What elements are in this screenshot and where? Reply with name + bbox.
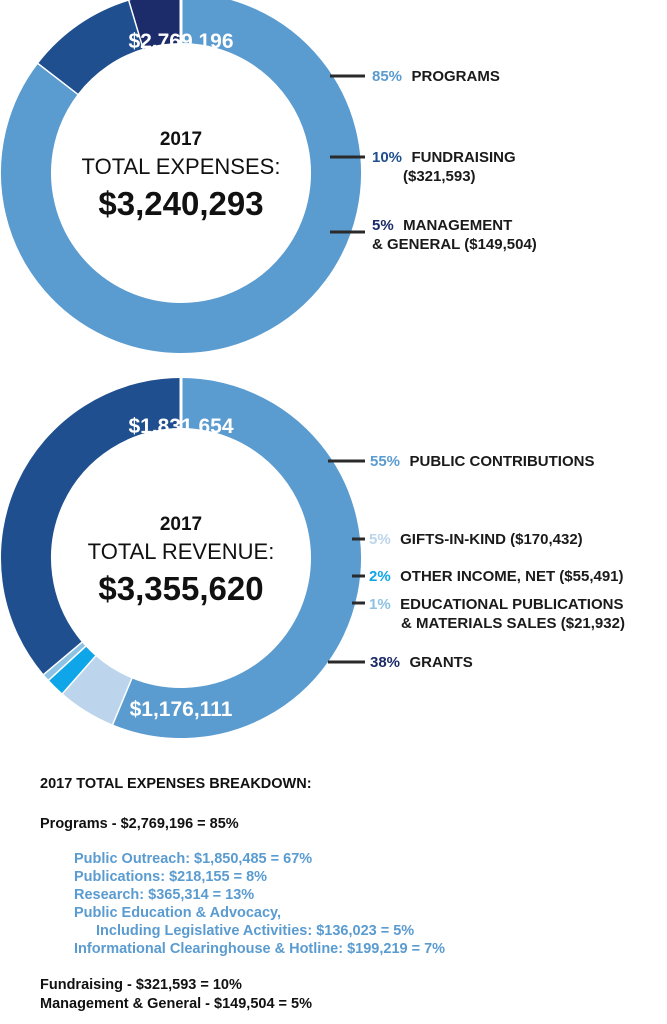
slice-grants — [1, 378, 182, 674]
breakdown-title: 2017 TOTAL EXPENSES BREAKDOWN: — [40, 776, 312, 792]
legend-programs: 85% PROGRAMS — [372, 68, 500, 85]
breakdown-programs: Programs - $2,769,196 = 85% — [40, 816, 239, 832]
legend-programs-label: PROGRAMS — [411, 68, 499, 85]
legend-gifts-in-kind-label: GIFTS-IN-KIND ($170,432) — [400, 531, 583, 548]
expenses-breakdown: 2017 TOTAL EXPENSES BREAKDOWN: Programs … — [40, 776, 650, 1014]
slice-separator — [36, 61, 80, 96]
breakdown-legislative: Including Legislative Activities: $136,0… — [96, 923, 415, 939]
legend-grants: 38% GRANTS — [370, 654, 473, 671]
legend-management-label: MANAGEMENT — [403, 217, 512, 234]
slice-separator — [60, 653, 97, 695]
slice-separator — [110, 676, 133, 726]
slice-fundraising — [38, 0, 145, 95]
legend-educational-publications: 1% EDUCATIONAL PUBLICATIONS — [369, 596, 623, 613]
revenue-leaders — [328, 459, 365, 664]
legend-public-contributions-percent: 55% — [370, 453, 400, 470]
breakdown-fundraising: Fundraising - $321,593 = 10% — [40, 977, 242, 993]
expenses-donut-chart: 2017 TOTAL EXPENSES: $3,240,293 $2,769,1… — [1, 0, 537, 353]
legend-grants-percent: 38% — [370, 654, 400, 671]
breakdown-management: Management & General - $149,504 = 5% — [40, 996, 313, 1012]
legend-fundraising: 10% FUNDRAISING — [372, 149, 516, 166]
slice-public-contributions — [112, 378, 361, 738]
legend-gifts-in-kind: 5% GIFTS-IN-KIND ($170,432) — [369, 531, 583, 548]
programs-amount-label: $2,769,196 — [128, 30, 233, 53]
legend-educational-publications-percent: 1% — [369, 596, 391, 613]
expenses-year: 2017 — [160, 129, 202, 150]
breakdown-program-details: Public Outreach: $1,850,485 = 67% Public… — [74, 850, 650, 958]
breakdown-public-outreach: Public Outreach: $1,850,485 = 67% — [74, 851, 313, 867]
legend-management-amount: & GENERAL ($149,504) — [372, 236, 537, 253]
legend-grants-label: GRANTS — [409, 654, 472, 671]
grants-amount-label: $1,176,111 — [130, 698, 233, 721]
revenue-total-value: $3,355,620 — [98, 570, 263, 607]
legend-fundraising-amount: ($321,593) — [403, 168, 476, 185]
slice-programs — [1, 0, 361, 353]
revenue-slices — [1, 377, 361, 738]
legend-other-income: 2% OTHER INCOME, NET ($55,491) — [369, 568, 624, 585]
legend-programs-percent: 85% — [372, 68, 402, 85]
breakdown-publications: Publications: $218,155 = 8% — [74, 869, 268, 885]
revenue-total-label: TOTAL REVENUE: — [88, 539, 275, 564]
breakdown-other-expenses: Fundraising - $321,593 = 10% Management … — [40, 976, 650, 1014]
expenses-slices — [1, 0, 361, 353]
legend-educational-publications-label: EDUCATIONAL PUBLICATIONS — [400, 596, 623, 613]
public-contributions-amount-label: $1,831,654 — [128, 415, 233, 438]
legend-fundraising-label: FUNDRAISING — [411, 149, 515, 166]
legend-management-percent: 5% — [372, 217, 394, 234]
slice-separator — [41, 639, 84, 676]
legend-other-income-percent: 2% — [369, 568, 391, 585]
expenses-total-value: $3,240,293 — [98, 185, 263, 222]
slice-other-income — [48, 645, 96, 694]
breakdown-public-education: Public Education & Advocacy, — [74, 905, 282, 921]
breakdown-research: Research: $365,314 = 13% — [74, 887, 255, 903]
expenses-total-label: TOTAL EXPENSES: — [82, 154, 281, 179]
legend-other-income-label: OTHER INCOME, NET ($55,491) — [400, 568, 623, 585]
legend-public-contributions-label: PUBLIC CONTRIBUTIONS — [409, 453, 594, 470]
breakdown-clearinghouse: Informational Clearinghouse & Hotline: $… — [74, 941, 446, 957]
legend-gifts-in-kind-percent: 5% — [369, 531, 391, 548]
revenue-donut-chart: 2017 TOTAL REVENUE: $3,355,620 $1,831,65… — [1, 377, 625, 738]
slice-gifts-in-kind — [61, 655, 132, 725]
revenue-year: 2017 — [160, 514, 202, 535]
legend-public-contributions: 55% PUBLIC CONTRIBUTIONS — [370, 453, 594, 470]
legend-educational-publications-amount: & MATERIALS SALES ($21,932) — [401, 615, 625, 632]
legend-fundraising-percent: 10% — [372, 149, 402, 166]
legend-management: 5% MANAGEMENT — [372, 217, 512, 234]
slice-management — [129, 0, 182, 49]
expenses-leaders — [330, 74, 365, 234]
